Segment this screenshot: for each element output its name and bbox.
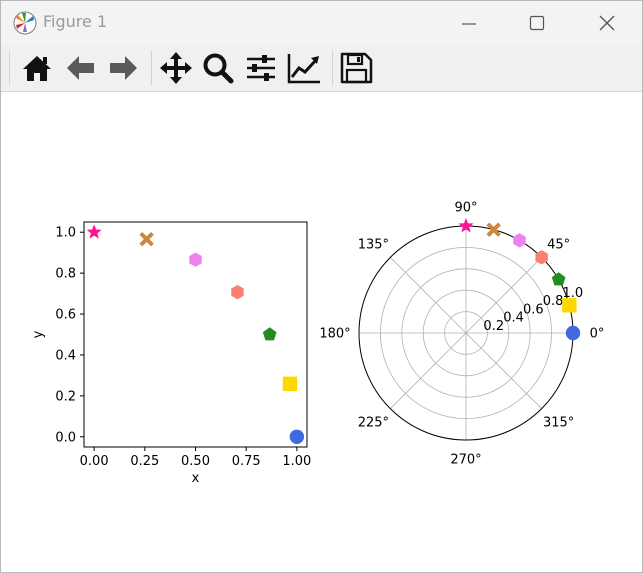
close-icon[interactable]	[584, 5, 630, 41]
data-point	[289, 429, 305, 444]
data-point	[231, 284, 244, 300]
data-point	[189, 252, 202, 267]
r-tick-label: 0.8	[543, 294, 564, 309]
polar-data-point	[458, 218, 474, 233]
subplots-config-icon[interactable]	[243, 51, 279, 85]
y-tick-label: 0.2	[55, 389, 76, 404]
theta-tick-label: 225°	[358, 416, 389, 431]
toolbar-separator	[151, 51, 152, 85]
x-tick-label: 0.50	[181, 454, 210, 469]
polar-axes: 0°45°90°135°180°225°270°315°0.20.40.60.8…	[1, 92, 605, 468]
polar-data-point	[513, 233, 526, 248]
x-tick-label: 0.00	[80, 454, 109, 469]
theta-tick-label: 0°	[590, 327, 605, 342]
forward-arrow-icon[interactable]	[105, 51, 141, 85]
polar-grid-spoke	[465, 257, 542, 334]
polar-data-point	[535, 250, 548, 265]
theta-tick-label: 315°	[543, 416, 574, 431]
x-tick-label: 1.00	[282, 454, 311, 469]
title-bar[interactable]: Figure 1	[1, 1, 642, 45]
edit-axes-icon[interactable]	[286, 51, 322, 85]
navigation-toolbar	[1, 45, 642, 92]
y-axis-label: y	[31, 330, 46, 338]
y-tick-label: 0.8	[55, 267, 76, 282]
zoom-icon[interactable]	[200, 51, 236, 85]
y-tick-label: 0.4	[55, 348, 76, 363]
toolbar-separator	[332, 51, 333, 85]
y-tick-label: 0.0	[55, 430, 76, 445]
theta-tick-label: 270°	[450, 453, 481, 468]
theta-tick-label: 90°	[454, 201, 477, 216]
cartesian-axes: 0.00 0.25 0.50 0.75 1.00 0.0 0.2 0.4 0.6 0.8 1.0 x y	[1, 92, 311, 486]
theta-tick-label: 180°	[319, 327, 350, 342]
toolbar-separator	[9, 51, 10, 85]
theta-tick-label: 135°	[358, 237, 389, 252]
r-tick-label: 0.4	[503, 311, 524, 326]
theta-tick-label: 45°	[547, 237, 570, 252]
window-title: Figure 1	[43, 12, 108, 31]
r-tick-label: 0.6	[523, 302, 544, 317]
matplotlib-logo-icon	[13, 11, 37, 35]
polar-grid-spoke	[465, 332, 542, 409]
marker-x-shape	[139, 231, 154, 247]
polar-grid-spoke	[390, 257, 467, 334]
x-axis-label: x	[192, 471, 200, 486]
y-tick-label: 0.6	[55, 308, 76, 323]
x-tick-label: 0.25	[130, 454, 159, 469]
data-point	[262, 327, 277, 341]
pan-icon[interactable]	[158, 51, 194, 85]
r-tick-label: 0.2	[483, 319, 504, 334]
marker-x-base	[1, 92, 2, 93]
back-arrow-icon[interactable]	[63, 51, 99, 85]
polar-data-point	[1, 92, 501, 237]
x-tick-label: 0.75	[232, 454, 261, 469]
r-tick-label: 1.0	[563, 286, 584, 301]
polar-data-point	[551, 272, 566, 286]
polar-data-point	[562, 298, 577, 313]
polar-data-point	[565, 325, 581, 341]
marker-x-base	[1, 92, 2, 93]
marker-x-shape	[486, 222, 501, 237]
figure-canvas[interactable]: 0.00 0.25 0.50 0.75 1.00 0.0 0.2 0.4 0.6 0.8 1.0 x y…	[1, 92, 642, 572]
maximize-icon[interactable]	[514, 5, 560, 41]
minimize-icon[interactable]	[446, 5, 492, 41]
data-point	[282, 376, 298, 391]
home-icon[interactable]	[19, 51, 55, 85]
data-point	[1, 92, 154, 247]
y-tick-label: 1.0	[55, 226, 76, 241]
data-point	[86, 224, 102, 239]
save-icon[interactable]	[338, 51, 374, 85]
figure-svg: 0.00 0.25 0.50 0.75 1.000.00.20.40.60.81.0xy…	[1, 92, 605, 487]
polar-grid-spoke	[390, 332, 467, 409]
